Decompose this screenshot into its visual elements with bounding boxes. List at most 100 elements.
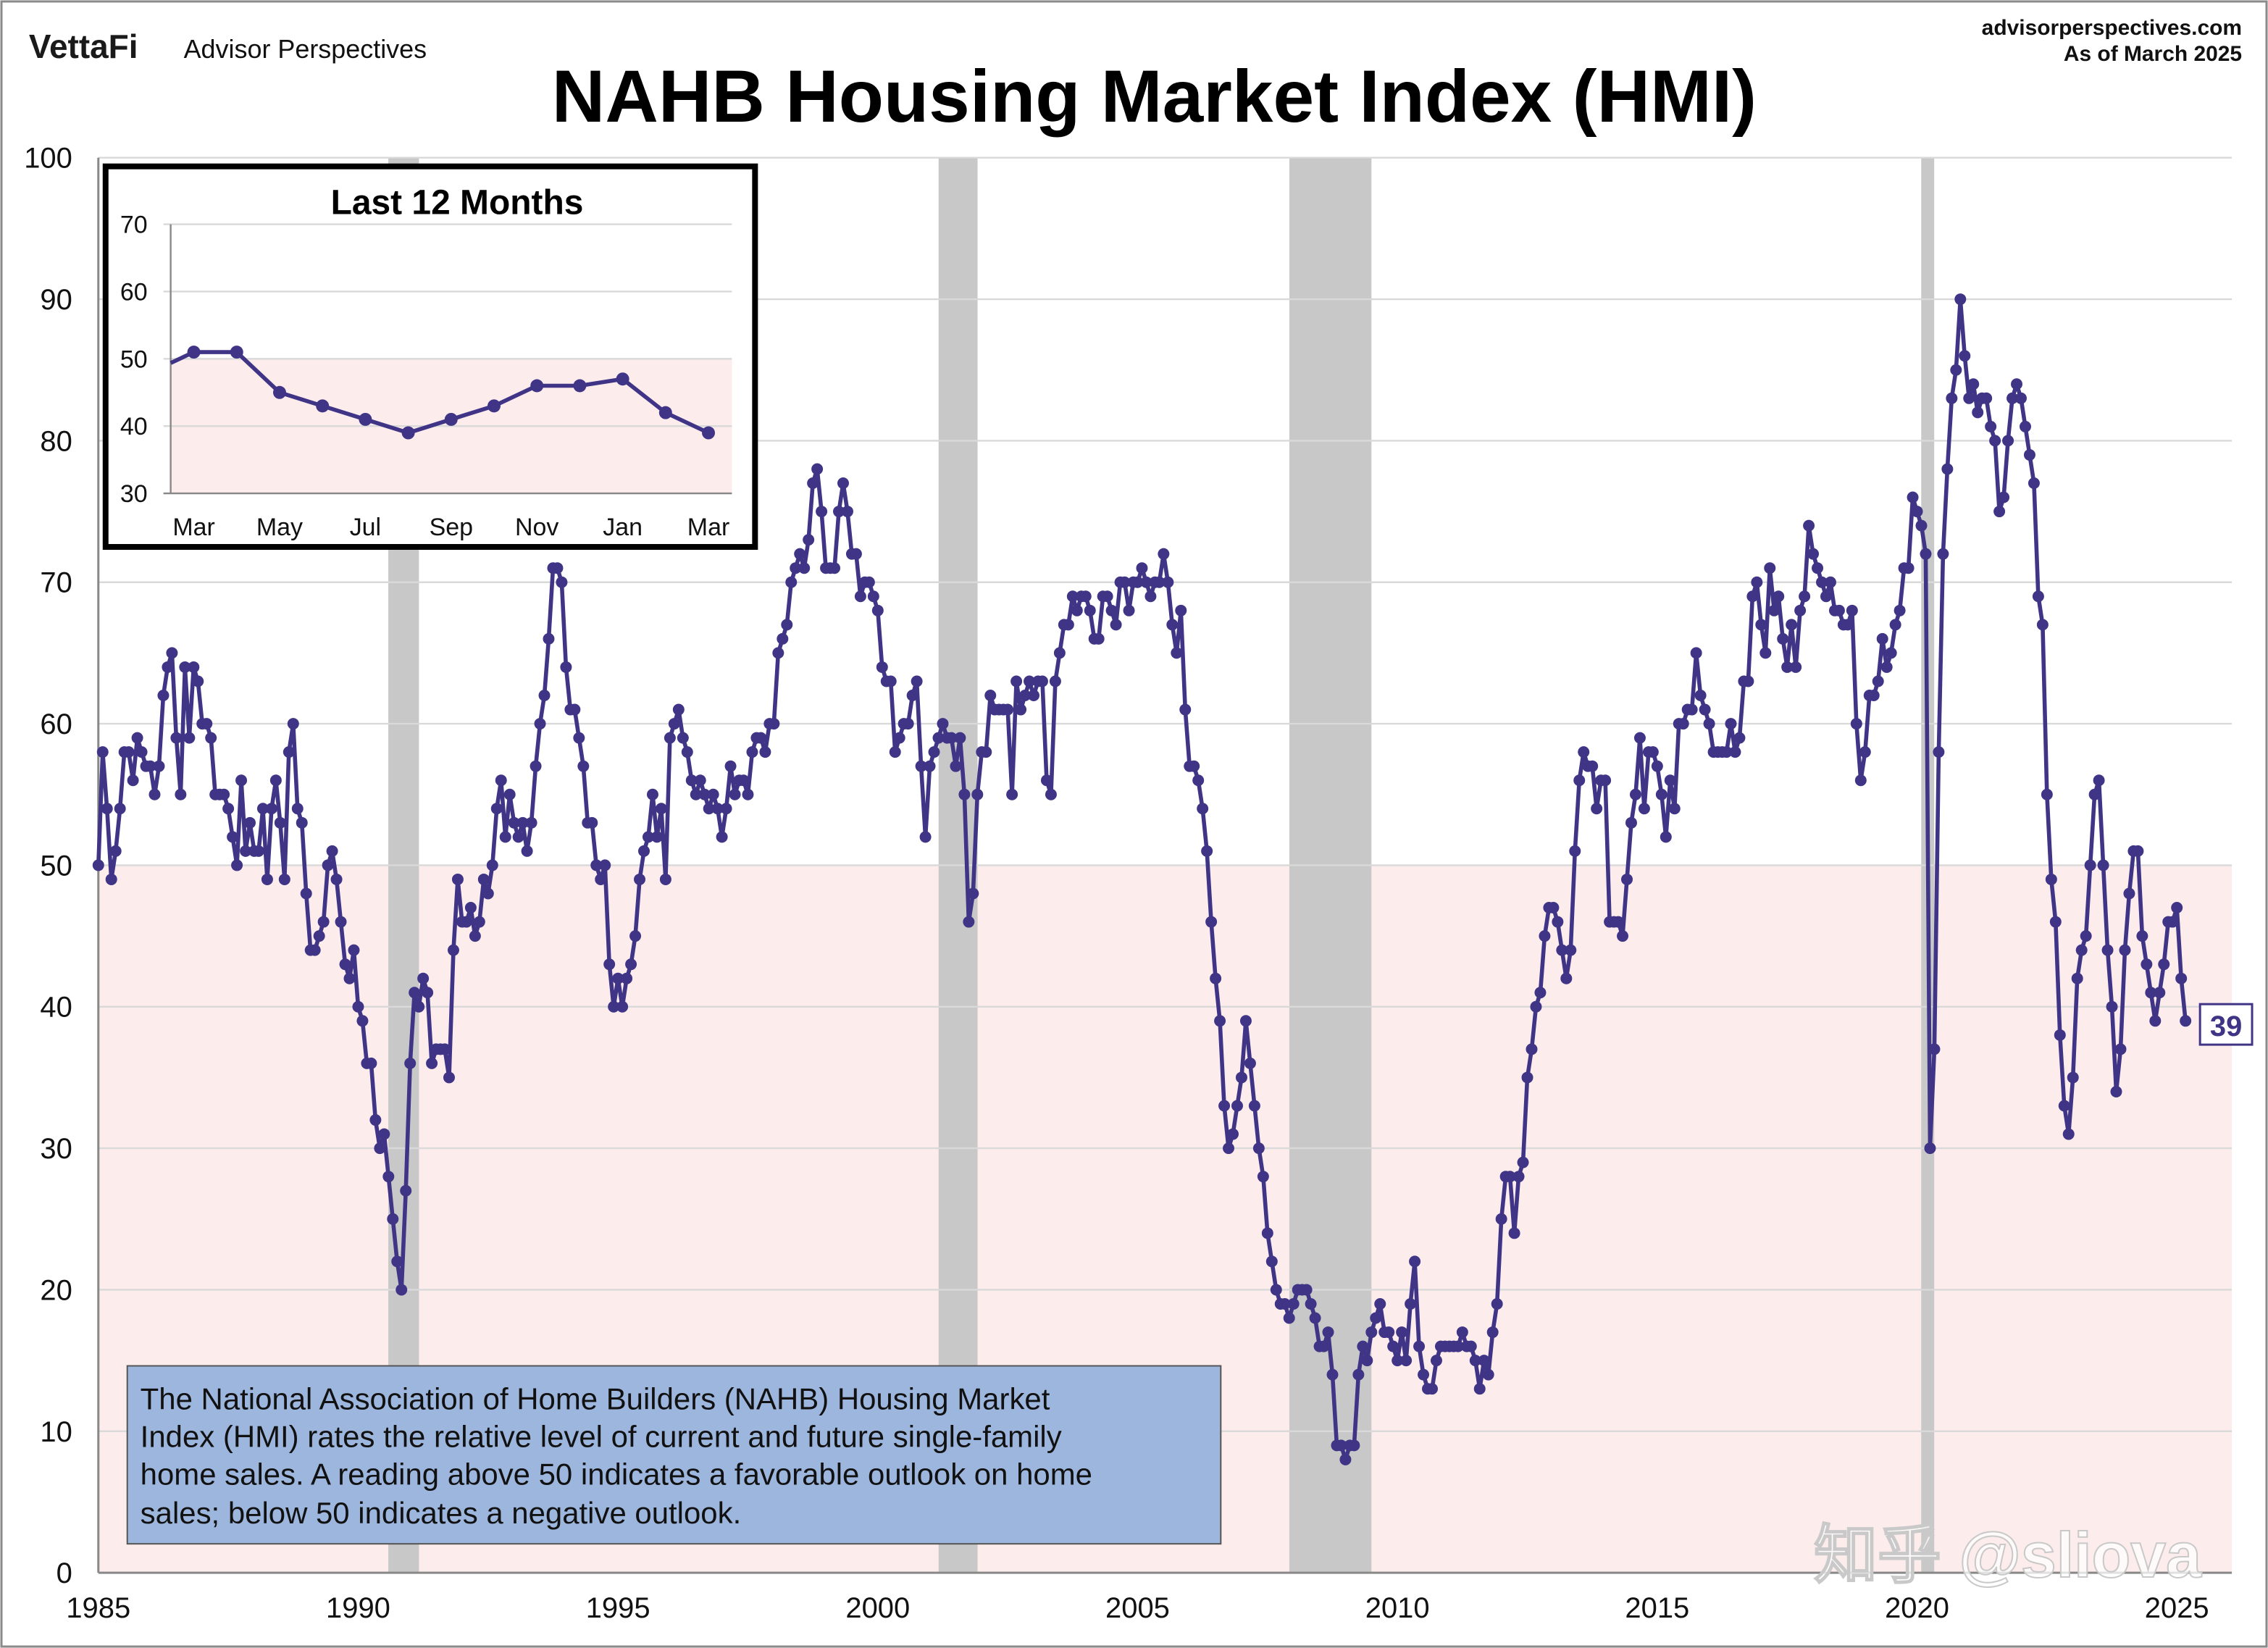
hmi-data-point [1989, 435, 2001, 447]
hmi-data-point [192, 675, 204, 687]
hmi-data-point [1799, 590, 1811, 603]
hmi-data-point [244, 816, 256, 829]
hmi-data-point [1309, 1312, 1321, 1324]
hmi-data-point [170, 732, 183, 744]
hmi-data-point [850, 548, 862, 560]
hmi-data-point [1040, 774, 1053, 787]
hmi-data-point [1473, 1383, 1486, 1395]
hmi-data-point [1486, 1326, 1499, 1339]
hmi-data-point [1210, 972, 1222, 984]
hmi-data-point [1764, 562, 1776, 574]
hmi-data-point [1257, 1171, 1269, 1183]
hmi-data-point [1729, 746, 1741, 758]
hmi-data-point [1084, 604, 1096, 616]
hmi-data-point [2175, 972, 2188, 984]
hmi-data-point [1322, 1326, 1334, 1339]
hmi-data-point [1534, 987, 1547, 999]
hmi-data-point [1062, 619, 1074, 631]
hmi-data-point [777, 632, 789, 645]
hmi-data-point [1326, 1368, 1339, 1381]
hmi-data-point [2180, 1015, 2192, 1027]
hmi-data-point [1179, 703, 1192, 716]
hmi-data-point [188, 661, 200, 673]
hmi-data-point [2080, 930, 2092, 942]
hmi-data-point [2101, 944, 2114, 956]
hmi-data-point [109, 845, 122, 857]
hmi-data-point [131, 732, 143, 744]
hmi-data-point [222, 803, 235, 815]
hmi-data-point [512, 831, 524, 843]
hmi-data-point [508, 816, 520, 829]
hmi-data-point [1465, 1340, 1477, 1352]
hmi-data-point [2132, 845, 2144, 857]
hmi-data-point [365, 1057, 377, 1069]
inset-y-tick-label: 40 [120, 413, 148, 440]
hmi-data-point [1526, 1043, 1538, 1055]
hmi-data-point [1123, 604, 1135, 616]
hmi-data-point [642, 831, 654, 843]
hmi-data-point [1235, 1071, 1247, 1084]
hmi-data-point [1265, 1255, 1278, 1268]
hmi-data-point [811, 463, 824, 475]
hmi-data-point [148, 788, 161, 800]
hmi-data-point [1937, 548, 1949, 560]
hmi-data-point [1512, 1171, 1525, 1183]
hmi-data-point [235, 774, 248, 787]
hmi-data-point [551, 562, 564, 574]
hmi-data-point [1214, 1015, 1226, 1027]
hmi-data-point [2093, 774, 2105, 787]
hmi-data-point [2015, 392, 2027, 404]
hmi-data-point [1145, 590, 1157, 603]
hmi-data-point [841, 506, 853, 518]
hmi-data-point [1539, 930, 1551, 942]
hmi-data-point [1227, 1128, 1239, 1140]
hmi-data-point [1162, 576, 1174, 588]
hmi-data-point [1231, 1100, 1243, 1112]
hmi-data-point [625, 958, 637, 971]
hmi-data-point [685, 774, 698, 787]
hmi-data-point [807, 477, 819, 489]
hmi-data-point [1950, 364, 1962, 376]
hmi-data-point [175, 788, 187, 800]
hmi-data-point [1136, 562, 1148, 574]
hmi-data-point [1872, 675, 1884, 687]
hmi-data-point [655, 803, 667, 815]
hmi-data-point [2058, 1100, 2070, 1112]
hmi-data-point [854, 590, 866, 603]
hmi-data-point [1867, 690, 1880, 702]
hmi-data-point [1079, 590, 1092, 603]
hmi-data-point [2154, 987, 2166, 999]
hmi-data-point [703, 803, 715, 815]
hmi-data-point [2045, 873, 2057, 885]
hmi-data-point [396, 1284, 408, 1296]
hmi-data-point [1409, 1255, 1421, 1268]
x-tick-label: 1985 [66, 1592, 130, 1624]
hmi-data-point [1790, 661, 1802, 673]
hmi-data-point [1002, 703, 1014, 716]
hmi-data-point [1646, 746, 1659, 758]
hmi-data-point [1239, 1015, 1252, 1027]
hmi-data-point [283, 746, 295, 758]
description-line: Index (HMI) rates the relative level of … [141, 1419, 1062, 1453]
hmi-data-point [1617, 930, 1629, 942]
hmi-data-point [971, 788, 984, 800]
hmi-data-point [127, 774, 139, 787]
hmi-data-point [1803, 519, 1815, 532]
hmi-data-point [1024, 675, 1036, 687]
hmi-data-point [162, 661, 174, 673]
y-tick-label: 60 [40, 708, 72, 740]
hmi-data-point [1854, 774, 1867, 787]
hmi-data-point [1794, 604, 1807, 616]
hmi-data-point [829, 562, 841, 574]
hmi-data-point [1820, 590, 1832, 603]
hmi-data-point [1725, 718, 1737, 730]
hmi-data-point [1192, 774, 1205, 787]
hmi-data-point [1812, 562, 1824, 574]
hmi-data-point [616, 1000, 629, 1013]
hmi-data-point [1252, 1142, 1265, 1155]
hmi-data-point [573, 732, 585, 744]
hmi-data-point [2028, 477, 2040, 489]
hmi-data-point [1318, 1340, 1330, 1352]
hmi-data-point [1807, 548, 1820, 560]
hmi-data-point [1998, 491, 2010, 503]
